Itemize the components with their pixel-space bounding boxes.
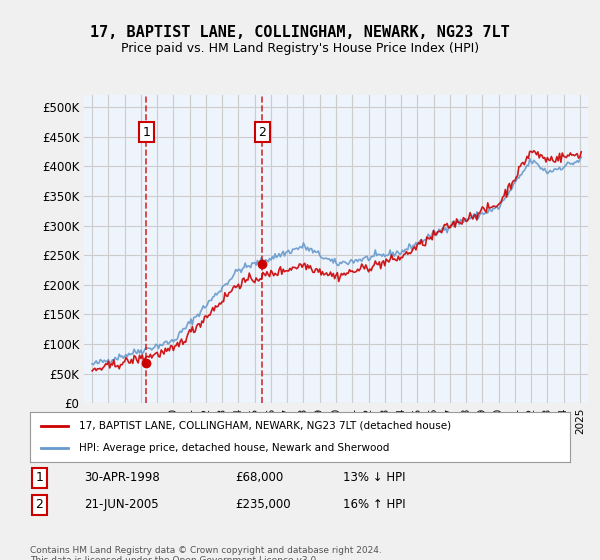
Text: 1: 1	[35, 472, 43, 484]
Text: 16% ↑ HPI: 16% ↑ HPI	[343, 498, 406, 511]
Text: £235,000: £235,000	[235, 498, 291, 511]
Text: 13% ↓ HPI: 13% ↓ HPI	[343, 472, 406, 484]
Text: 17, BAPTIST LANE, COLLINGHAM, NEWARK, NG23 7LT: 17, BAPTIST LANE, COLLINGHAM, NEWARK, NG…	[90, 25, 510, 40]
Text: £68,000: £68,000	[235, 472, 283, 484]
Text: Contains HM Land Registry data © Crown copyright and database right 2024.
This d: Contains HM Land Registry data © Crown c…	[30, 546, 382, 560]
Text: 2: 2	[35, 498, 43, 511]
Text: 1: 1	[142, 125, 150, 139]
Text: 30-APR-1998: 30-APR-1998	[84, 472, 160, 484]
Text: 21-JUN-2005: 21-JUN-2005	[84, 498, 158, 511]
Text: 17, BAPTIST LANE, COLLINGHAM, NEWARK, NG23 7LT (detached house): 17, BAPTIST LANE, COLLINGHAM, NEWARK, NG…	[79, 421, 451, 431]
Text: 2: 2	[259, 125, 266, 139]
Text: Price paid vs. HM Land Registry's House Price Index (HPI): Price paid vs. HM Land Registry's House …	[121, 42, 479, 55]
Text: HPI: Average price, detached house, Newark and Sherwood: HPI: Average price, detached house, Newa…	[79, 443, 389, 453]
